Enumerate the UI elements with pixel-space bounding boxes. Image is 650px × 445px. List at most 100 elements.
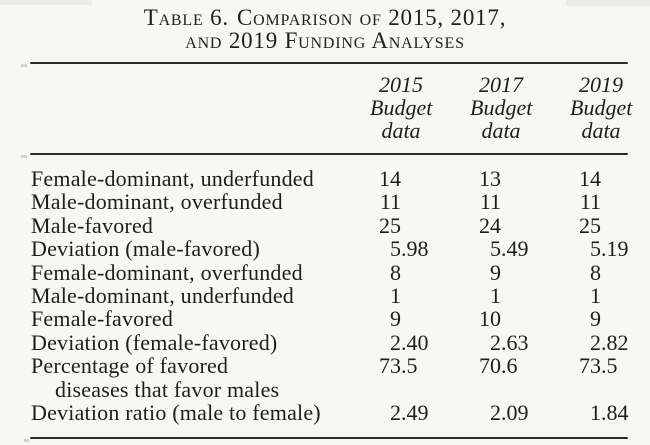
cell-2017: 2.63 (470, 329, 570, 355)
table-caption: Table 6. Comparison of 2015, 2017, and 20… (0, 5, 650, 53)
cell-2015: 2.49 (370, 400, 470, 426)
cell-2015: 73.5 (370, 353, 470, 379)
cell-2015: 14 (370, 166, 470, 191)
cell-2017: 11 (470, 189, 570, 215)
table-row: Male-dominant, overfunded 11 11 11 (30, 189, 650, 215)
cell-2019: 14 (570, 166, 650, 191)
value: 2.49 (390, 400, 429, 426)
table-row: Deviation (female-favored) 2.40 2.63 2.8… (30, 329, 650, 355)
column-year: 2015 (379, 72, 423, 97)
value: 73.5 (379, 353, 418, 379)
value: 8 (390, 259, 401, 285)
value: 1 (590, 283, 601, 309)
value: 9 (590, 306, 601, 332)
scan-smudge-top-right (566, 0, 650, 6)
value: 9 (390, 306, 401, 332)
value: 70.6 (479, 353, 518, 379)
table-row: Deviation (male-favored) 5.98 5.49 5.19 (30, 236, 650, 262)
table-header-rule (30, 153, 628, 156)
table-row: Female-dominant, underfunded 14 13 14 (30, 166, 650, 191)
row-label-line2: diseases that favor males (55, 376, 280, 402)
table-row: Male-favored 25 24 25 (30, 212, 650, 238)
row-label: Male-favored (31, 212, 154, 238)
cell-2019: 5.19 (570, 236, 650, 262)
table-top-rule (30, 62, 628, 65)
value: 2.63 (490, 329, 529, 355)
row-label: Deviation ratio (male to female) (31, 400, 321, 426)
value: 14 (379, 166, 401, 191)
table-row: Deviation ratio (male to female) 2.49 2.… (30, 400, 650, 426)
table-row: Female-dominant, overfunded 8 9 8 (30, 259, 650, 285)
column-label: Budget (570, 95, 633, 120)
value: 25 (579, 212, 601, 238)
value: 1 (490, 283, 501, 309)
scan-mark (21, 64, 27, 67)
cell-2017: 13 (470, 167, 570, 191)
cell-2017: 10 (470, 306, 570, 332)
column-year: 2017 (479, 72, 523, 97)
value: 5.49 (490, 236, 529, 262)
column-label: data (381, 118, 421, 143)
row-label: Deviation (male-favored) (31, 236, 260, 262)
cell-2017: 2.09 (470, 400, 570, 426)
row-label: Deviation (female-favored) (31, 329, 278, 355)
value: 2.82 (590, 329, 629, 355)
value: 9 (490, 259, 501, 285)
cell-2019: 25 (570, 212, 650, 238)
table-caption-text: Comparison of 2015, 2017, (236, 5, 507, 30)
row-label: Percentage of favored diseases that favor… (30, 354, 370, 401)
value: 2.40 (390, 329, 429, 355)
cell-2015: 1 (370, 283, 470, 309)
column-header-row: 2015 Budget data 2017 Budget data 2019 B… (30, 73, 650, 142)
cell-2015: 25 (370, 212, 470, 238)
value: 11 (479, 189, 501, 215)
cell-2015: 8 (370, 259, 470, 285)
value: 2.09 (490, 400, 529, 426)
value: 25 (379, 212, 401, 238)
cell-2015: 11 (370, 189, 470, 215)
cell-2015: 5.98 (370, 237, 470, 261)
column-header-2015: 2015 Budget data (370, 73, 470, 142)
value: 24 (479, 212, 501, 238)
value: 11 (379, 189, 401, 215)
table-bottom-rule (30, 437, 628, 440)
value: 73.5 (579, 353, 618, 379)
cell-2019: 8 (570, 260, 650, 284)
column-label: data (481, 118, 521, 143)
scan-smudge-top-left (0, 0, 92, 5)
column-header-2019: 2019 Budget data (570, 73, 650, 142)
table-row: Female-favored 9 10 9 (30, 306, 650, 332)
cell-2015: 2.40 (370, 329, 470, 355)
cell-2019: 11 (570, 190, 650, 214)
row-label: Female-dominant, underfunded (31, 166, 314, 191)
table-caption-line1: Table 6. Comparison of 2015, 2017, (0, 5, 650, 30)
table-row: Percentage of favored diseases that favor… (30, 354, 650, 401)
table-body: Female-dominant, underfunded 14 13 14 Ma… (30, 166, 650, 426)
cell-2017: 9 (470, 259, 570, 285)
table-caption-line2: and 2019 Funding Analyses (185, 27, 465, 53)
value: 10 (479, 306, 501, 332)
row-label: Male-dominant, underfunded (31, 283, 295, 309)
cell-2015: 9 (370, 306, 470, 332)
cell-2017: 5.49 (470, 236, 570, 262)
column-label: data (581, 118, 621, 143)
table-row: Male-dominant, underfunded 1 1 1 (30, 283, 650, 309)
column-label: Budget (470, 95, 533, 120)
scan-mark (21, 155, 27, 158)
column-header-2017: 2017 Budget data (470, 73, 570, 142)
column-year: 2019 (579, 72, 623, 97)
scan-mark (24, 439, 29, 442)
value: 5.19 (590, 236, 629, 262)
cell-2019: 1 (570, 283, 650, 309)
cell-2017: 70.6 (470, 353, 570, 379)
row-label: Male-dominant, overfunded (31, 189, 283, 215)
column-label: Budget (370, 95, 433, 120)
cell-2019: 73.5 (570, 353, 650, 379)
value: 1 (390, 283, 401, 309)
row-label-line1: Percentage of favored (31, 353, 229, 379)
header-stub-cell (30, 73, 370, 142)
row-label: Female-dominant, overfunded (31, 259, 303, 285)
cell-2019: 1.84 (570, 401, 650, 425)
value: 14 (579, 166, 601, 191)
